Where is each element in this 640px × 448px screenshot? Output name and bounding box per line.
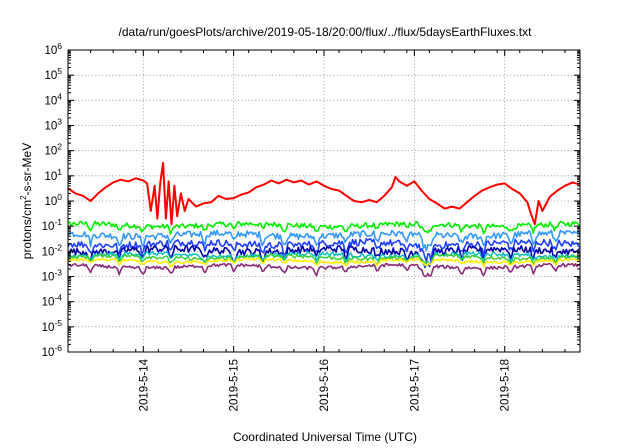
series-line-2: [68, 220, 580, 235]
y-tick-label: 10-4: [42, 293, 63, 309]
y-tick-label: 106: [44, 41, 62, 57]
x-tick-label: 2019-5-18: [500, 359, 512, 411]
y-tick-label: 103: [44, 117, 62, 133]
chart-title: /data/run/goesPlots/archive/2019-05-18/2…: [119, 25, 533, 39]
x-tick-label: 2019-5-15: [229, 359, 241, 411]
y-axis-label: protons/cm2-s-sr-MeV: [19, 143, 34, 259]
y-tick-label: 100: [44, 192, 62, 208]
y-tick-label: 10-3: [42, 268, 63, 284]
series-line-8: [68, 257, 580, 268]
y-axis-label-base: protons/cm: [20, 200, 34, 259]
series-line-3: [68, 229, 580, 252]
y-tick-label: 10-2: [42, 242, 63, 258]
y-tick-label: 10-1: [42, 217, 63, 233]
y-axis-label-exponent: 2: [19, 195, 28, 200]
series-line-4: [68, 238, 580, 262]
series-line-5: [68, 244, 580, 268]
series-line-1: [68, 161, 580, 226]
series-line-9: [68, 262, 580, 278]
y-tick-labels: 10-6 10-5 10-4 10-3 10-2 10-1 100 101 102 103 104 1…: [42, 41, 63, 359]
x-tick-label: 2019-5-16: [319, 359, 331, 411]
x-tick-labels: 2019-5-14 2019-5-15 2019-5-16 2019-5-17 2019…: [138, 358, 511, 411]
ticks: [67, 49, 580, 353]
y-axis-label-rest: -s-sr-MeV: [20, 143, 34, 196]
plot-area: [68, 161, 580, 278]
y-tick-label: 105: [44, 66, 62, 82]
y-tick-label: 101: [44, 167, 62, 183]
x-tick-label: 2019-5-14: [138, 358, 150, 411]
x-axis-label: Coordinated Universal Time (UTC): [233, 430, 417, 444]
y-tick-label: 10-6: [42, 343, 63, 359]
x-tick-label: 2019-5-17: [409, 359, 421, 411]
y-tick-label: 104: [44, 91, 62, 107]
series-line-7: [68, 253, 580, 266]
y-tick-label: 102: [44, 142, 62, 158]
series-line-6: [68, 250, 580, 267]
y-tick-label: 10-5: [42, 318, 63, 334]
grid: [68, 50, 580, 352]
